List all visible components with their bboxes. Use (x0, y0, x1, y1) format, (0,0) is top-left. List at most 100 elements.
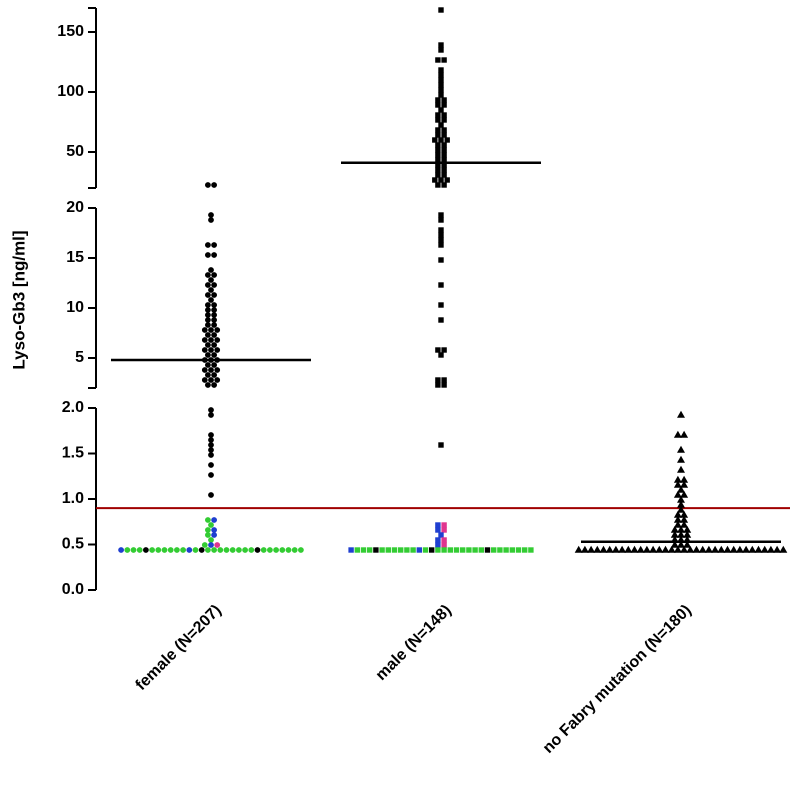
data-point (680, 490, 689, 498)
data-point (441, 57, 447, 63)
data-point (438, 317, 444, 323)
data-point (438, 232, 444, 238)
data-point (435, 527, 441, 533)
data-point (118, 547, 124, 553)
data-point (729, 545, 738, 553)
data-points (118, 7, 788, 553)
data-point (205, 547, 211, 553)
data-point (677, 410, 685, 418)
data-point (438, 72, 444, 78)
data-point (630, 545, 639, 553)
data-point (438, 42, 444, 48)
data-point (438, 47, 444, 53)
data-point (208, 437, 214, 443)
data-point (453, 547, 460, 553)
data-point (285, 547, 292, 553)
data-point (491, 547, 497, 553)
data-point (435, 537, 441, 543)
data-point (208, 542, 214, 548)
data-point (260, 547, 267, 553)
data-point (435, 377, 441, 383)
data-point (223, 547, 230, 553)
data-point (441, 547, 447, 553)
data-point (677, 530, 685, 538)
data-point (273, 547, 279, 553)
y-tick-label: 5 (75, 349, 84, 366)
data-point (438, 177, 444, 183)
data-point (649, 545, 658, 553)
data-point (484, 547, 491, 553)
data-point (438, 92, 444, 98)
data-point (677, 445, 685, 453)
data-point (460, 547, 466, 553)
data-point (673, 430, 682, 438)
data-point (354, 547, 360, 553)
data-point (673, 515, 682, 523)
data-point (201, 337, 208, 343)
y-tick-label: 10 (66, 299, 84, 316)
data-point (587, 545, 596, 553)
category-label: female (N=207) (133, 602, 225, 694)
data-point (680, 520, 689, 528)
data-point (692, 545, 701, 553)
data-point (509, 547, 515, 553)
data-point (379, 547, 385, 553)
data-point (438, 282, 444, 288)
data-point (214, 347, 221, 353)
data-point (205, 332, 211, 338)
data-point (441, 97, 447, 103)
data-point (205, 242, 211, 248)
data-point (441, 522, 447, 528)
data-point (441, 142, 447, 148)
data-point (673, 510, 682, 518)
data-point (599, 545, 608, 553)
data-point (673, 545, 682, 553)
data-point (416, 547, 422, 553)
data-point (441, 172, 447, 178)
data-point (438, 302, 444, 308)
data-point (441, 377, 447, 383)
data-point (435, 347, 441, 353)
data-point (211, 382, 218, 388)
data-point (435, 172, 441, 178)
data-point (435, 522, 441, 528)
data-point (441, 537, 447, 543)
data-point (435, 162, 441, 168)
y-tick-label: 2.0 (62, 399, 84, 416)
data-point (673, 490, 682, 498)
data-point (441, 127, 447, 133)
data-point (773, 545, 782, 553)
data-point (441, 542, 447, 548)
data-point (205, 517, 211, 523)
data-point (441, 132, 447, 138)
data-point (373, 547, 379, 553)
data-point (444, 137, 450, 143)
data-point (574, 545, 583, 553)
data-point (201, 377, 208, 383)
data-point (211, 517, 218, 523)
data-point (298, 547, 304, 553)
data-point (435, 102, 441, 108)
data-point (438, 217, 444, 223)
y-tick-label: 1.5 (62, 445, 84, 462)
data-point (466, 547, 472, 553)
data-point (670, 540, 679, 548)
data-point (435, 542, 441, 548)
data-point (503, 547, 509, 553)
data-point (208, 347, 214, 353)
data-point (441, 112, 447, 118)
data-point (717, 545, 726, 553)
data-point (438, 137, 444, 143)
data-point (208, 337, 214, 343)
data-point (211, 282, 218, 288)
data-point (208, 212, 214, 218)
data-point (208, 452, 214, 458)
y-tick-label: 0.5 (62, 536, 84, 553)
data-point (208, 447, 214, 453)
data-point (655, 545, 664, 553)
data-point (760, 545, 769, 553)
y-tick-label: 1.0 (62, 490, 84, 507)
data-point (404, 547, 410, 553)
data-point (435, 142, 441, 148)
data-point (683, 540, 692, 548)
